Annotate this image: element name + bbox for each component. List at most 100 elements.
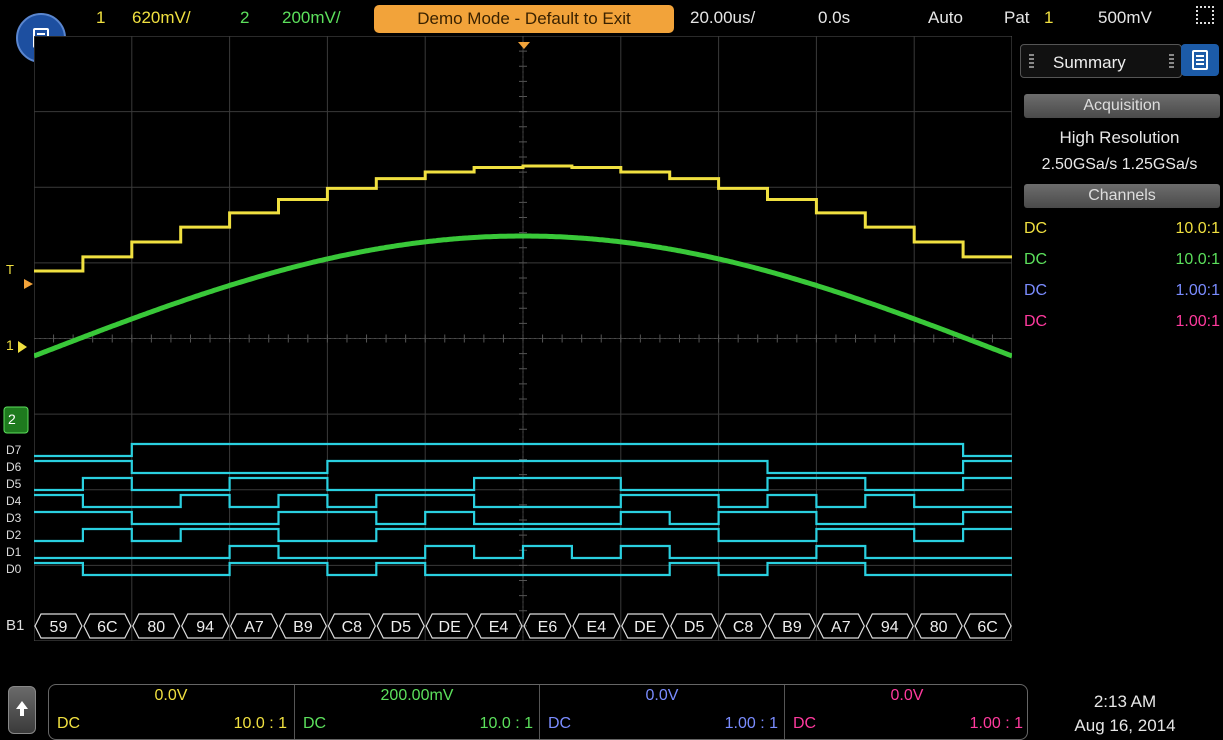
channel-coupling: DC bbox=[548, 715, 572, 732]
expand-button[interactable] bbox=[8, 686, 36, 734]
sidebar-channel-row[interactable]: DC 1.00:1 bbox=[1024, 313, 1220, 337]
channel-info-bar: 0.0V DC 10.0 : 1 200.00mV DC 10.0 : 1 0.0V DC… bbox=[0, 644, 1223, 740]
bus-segment bbox=[278, 613, 328, 639]
waveform-display[interactable]: 59 6C 80 94 A7 B9 C8 D5 DE E4 E6 E4 DE D5 C8 B9 A7 94 80 6C bbox=[34, 36, 1012, 641]
grip-icon bbox=[1169, 54, 1174, 68]
channel-offset: 0.0V bbox=[645, 687, 679, 704]
bus-value: 6C bbox=[977, 619, 997, 636]
delay[interactable]: 0.0s bbox=[818, 8, 851, 27]
digital-channel-label: D4 bbox=[6, 494, 22, 508]
sidebar-channel-row[interactable]: DC 1.00:1 bbox=[1024, 282, 1220, 306]
tab-summary-label: Summary bbox=[1053, 53, 1126, 72]
trigger-type[interactable]: Pat bbox=[1004, 8, 1030, 27]
digital-trace bbox=[34, 476, 1012, 492]
bus-value: B9 bbox=[782, 619, 802, 636]
bus-segment bbox=[767, 613, 817, 639]
digital-channel-label: D7 bbox=[6, 443, 22, 457]
digital-trace bbox=[34, 510, 1012, 526]
clock-date: Aug 16, 2014 bbox=[1074, 716, 1176, 735]
bus-segment bbox=[34, 613, 83, 639]
bus-segment bbox=[229, 613, 279, 639]
demo-mode-label: Demo Mode - Default to Exit bbox=[417, 9, 631, 28]
bus-value: A7 bbox=[831, 619, 851, 636]
digital-trace bbox=[34, 459, 1012, 475]
bus-value: 59 bbox=[50, 619, 68, 636]
trigger-marker: T bbox=[6, 262, 14, 277]
digital-channel-label: D1 bbox=[6, 545, 22, 559]
trigger-level-marker bbox=[24, 279, 33, 289]
bus-decode: 59 6C 80 94 A7 B9 C8 D5 DE E4 E6 E4 DE D5 C8 B9 A7 94 80 6C bbox=[34, 613, 1012, 639]
channel-offset: 0.0V bbox=[890, 687, 924, 704]
digital-trace bbox=[34, 527, 1012, 543]
ch2-marker-box[interactable] bbox=[3, 406, 29, 434]
grip-icon bbox=[1029, 54, 1034, 68]
channel-probe-ratio: 10.0 : 1 bbox=[479, 715, 533, 732]
bus-segment bbox=[621, 613, 670, 639]
sidebar-channel-row[interactable]: DC 10.0:1 bbox=[1024, 251, 1220, 275]
ch1-waveform bbox=[34, 164, 1012, 273]
bus-segment bbox=[474, 613, 523, 639]
ch1-ground-marker: 1 bbox=[6, 337, 14, 353]
demo-mode-banner[interactable]: Demo Mode - Default to Exit bbox=[374, 5, 674, 33]
ch2-number[interactable]: 2 bbox=[240, 8, 250, 27]
channel-boxes: 0.0V DC 10.0 : 1 200.00mV DC 10.0 : 1 0.0V DC… bbox=[48, 684, 1028, 740]
sidebar-channel-row[interactable]: DC 10.0:1 bbox=[1024, 220, 1220, 244]
channel-coupling: DC bbox=[1024, 251, 1048, 268]
digital-channel-label: D6 bbox=[6, 460, 22, 474]
channel-probe-ratio: 1.00 : 1 bbox=[969, 715, 1023, 732]
summary-panel: Summary Acquisition High Resolution 2.50… bbox=[1016, 40, 1223, 645]
digital-channel-label: D0 bbox=[6, 562, 22, 576]
digital-channel-label: D3 bbox=[6, 511, 22, 525]
bus-value: C8 bbox=[733, 619, 754, 636]
channel-probe-ratio: 10.0 : 1 bbox=[233, 715, 287, 732]
ch2-scale[interactable]: 200mV/ bbox=[282, 8, 341, 27]
bus-value: 80 bbox=[930, 619, 948, 636]
bus-value: E4 bbox=[587, 619, 607, 636]
bus-segment bbox=[963, 613, 1012, 639]
channel-1-box[interactable]: 0.0V DC 10.0 : 1 bbox=[49, 685, 293, 739]
channel-probe-ratio: 1.00 : 1 bbox=[724, 715, 778, 732]
bus-value: B9 bbox=[293, 619, 313, 636]
bus-value: D5 bbox=[684, 619, 705, 636]
timebase[interactable]: 20.00us/ bbox=[690, 8, 756, 27]
channel-coupling: DC bbox=[57, 715, 81, 732]
ch1-number[interactable]: 1 bbox=[96, 8, 106, 27]
trigger-channel[interactable]: 1 bbox=[1044, 8, 1054, 27]
bus-segment bbox=[181, 613, 230, 639]
channel-coupling: DC bbox=[1024, 220, 1048, 237]
channel-offset: 200.00mV bbox=[380, 687, 454, 704]
channel-coupling: DC bbox=[1024, 313, 1048, 330]
bus-segment bbox=[572, 613, 621, 639]
bus-segment bbox=[914, 613, 963, 639]
clock-time: 2:13 AM bbox=[1093, 692, 1157, 711]
channel-3-box[interactable]: 0.0V DC 1.00 : 1 bbox=[539, 685, 784, 739]
channels-header[interactable]: Channels bbox=[1024, 184, 1220, 208]
bus-segment bbox=[425, 613, 474, 639]
channel-coupling: DC bbox=[303, 715, 327, 732]
digital-channel-label: D2 bbox=[6, 528, 22, 542]
digital-trace bbox=[34, 561, 1012, 577]
bus-value: DE bbox=[439, 619, 461, 636]
trigger-level[interactable]: 500mV bbox=[1098, 8, 1152, 27]
digital-trace bbox=[34, 544, 1012, 560]
channel-probe: 1.00:1 bbox=[1175, 282, 1220, 299]
panel-menu-button[interactable] bbox=[1181, 44, 1219, 76]
tab-summary[interactable]: Summary bbox=[1020, 44, 1182, 78]
bus-value: 94 bbox=[196, 619, 214, 636]
bus-value: 6C bbox=[97, 619, 117, 636]
acquisition-header[interactable]: Acquisition bbox=[1024, 94, 1220, 118]
channel-probe: 10.0:1 bbox=[1175, 251, 1220, 268]
channel-2-box[interactable]: 200.00mV DC 10.0 : 1 bbox=[294, 685, 539, 739]
left-markers: T 1 2 D7 D6 D5 D4 D3 D2 D1 D0 B1 bbox=[3, 262, 33, 634]
channel-probe: 1.00:1 bbox=[1175, 313, 1220, 330]
selection-icon[interactable] bbox=[1196, 6, 1214, 24]
channel-4-box[interactable]: 0.0V DC 1.00 : 1 bbox=[784, 685, 1029, 739]
ch1-scale[interactable]: 620mV/ bbox=[132, 8, 191, 27]
top-status-bar: 1 620mV/ 2 200mV/ Demo Mode - Default to… bbox=[0, 0, 1223, 36]
trigger-mode[interactable]: Auto bbox=[928, 8, 963, 27]
up-arrow-icon bbox=[16, 701, 28, 709]
bus-segment bbox=[523, 613, 572, 639]
ch2-ground-marker: 2 bbox=[8, 411, 16, 427]
bus-value: DE bbox=[634, 619, 656, 636]
bus-value: D5 bbox=[391, 619, 412, 636]
